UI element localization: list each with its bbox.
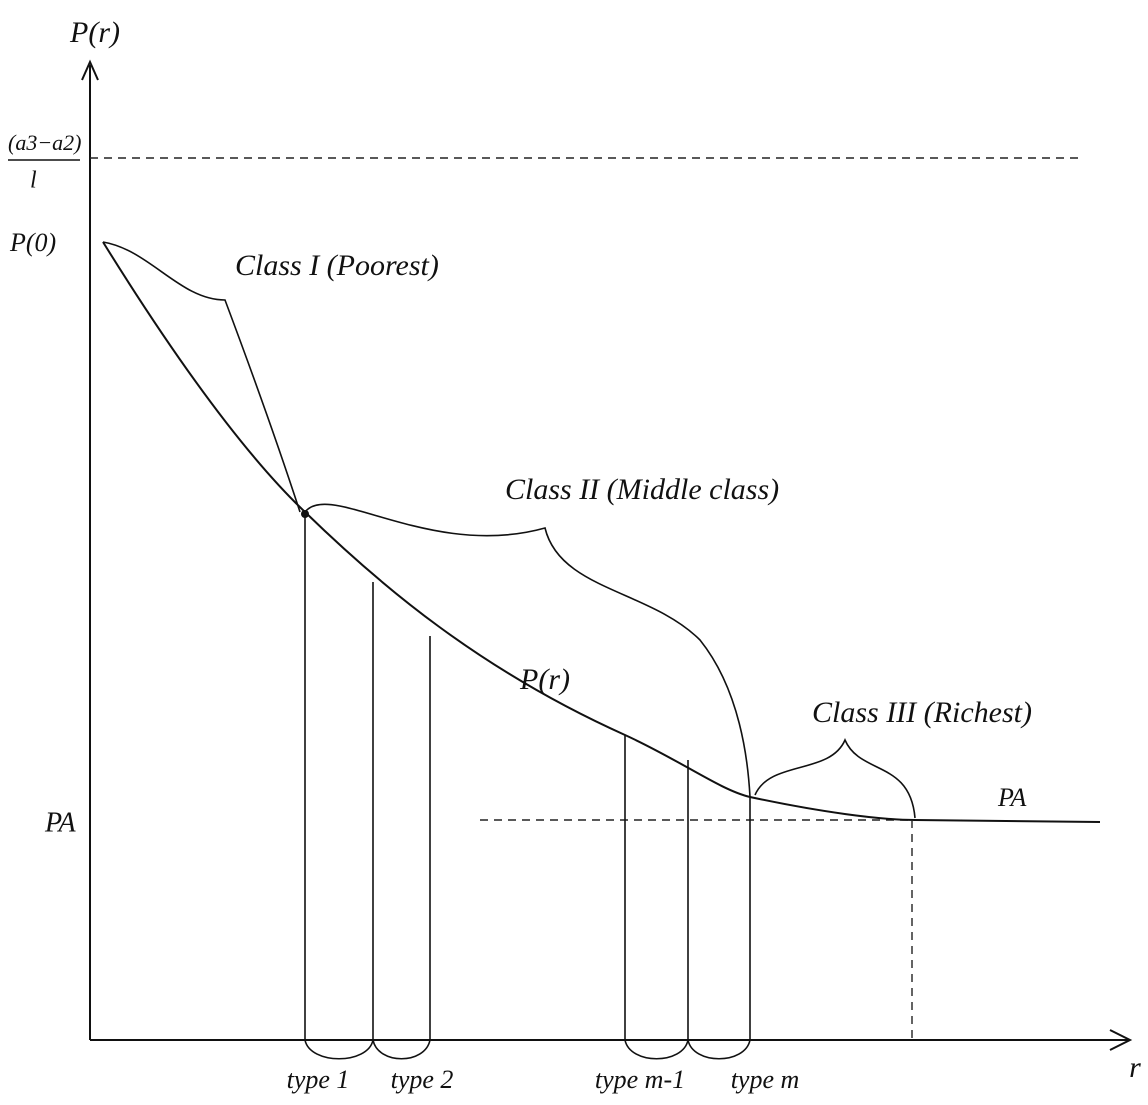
class-1-label: Class I (Poorest)	[235, 249, 439, 282]
class-3-brace	[755, 740, 915, 818]
class-1-brace	[103, 242, 300, 512]
x-axis-label: r	[1129, 1051, 1141, 1084]
type-label: type 2	[391, 1065, 454, 1094]
y-axis-label: P(r)	[69, 16, 120, 49]
curve-label: P(r)	[519, 663, 570, 696]
type-label: type m-1	[595, 1065, 685, 1094]
upper-level-denominator: l	[30, 168, 37, 194]
class-2-brace	[305, 504, 750, 797]
type-braces	[305, 1040, 750, 1059]
pa-right-label: PA	[997, 783, 1027, 812]
class-2-label: Class II (Middle class)	[505, 473, 779, 506]
p0-label: P(0)	[9, 228, 56, 257]
type-label: type 1	[287, 1065, 350, 1094]
class-3-label: Class III (Richest)	[812, 696, 1032, 729]
price-curve	[103, 242, 1100, 822]
pa-left-label: PA	[44, 807, 76, 838]
upper-level-numerator: (a3−a2)	[8, 130, 82, 155]
type-label: type m	[731, 1065, 800, 1094]
diagram: P(r) r (a3−a2) l P(0) PA P(r) PA Class I…	[0, 0, 1148, 1105]
